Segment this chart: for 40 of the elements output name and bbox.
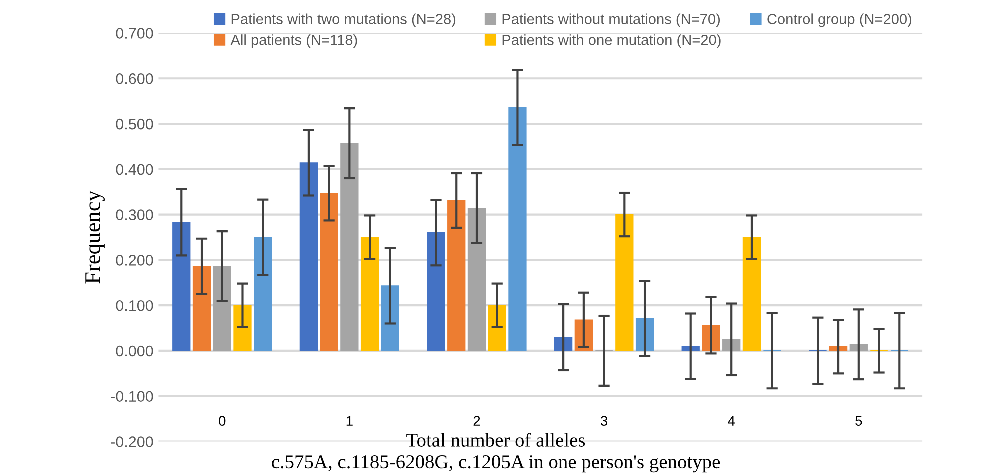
x-tick-label: 1 <box>346 416 353 426</box>
bar <box>172 222 191 352</box>
bar <box>234 305 252 352</box>
x-tick-label: 5 <box>856 416 862 426</box>
legend-label: Patients without mutations (N=70) <box>502 14 720 28</box>
bar <box>381 286 400 352</box>
legend-label: Control group (N=200) <box>768 14 912 28</box>
y-tick-label: 0.700 <box>116 28 154 39</box>
bar <box>742 237 762 352</box>
x-axis-title: Total number of alleles c.575A, c.1185-6208G, c.1205A in one person's genotype <box>272 433 720 473</box>
bar <box>360 237 380 352</box>
bar <box>320 193 338 352</box>
y-tick-label: 0.500 <box>116 118 154 130</box>
legend-label: Patients with one mutation (N=20) <box>502 34 721 48</box>
bar <box>508 107 527 352</box>
y-tick-label: 0.400 <box>116 164 154 176</box>
bar <box>488 305 506 352</box>
x-tick-label: 0 <box>219 416 226 426</box>
x-tick-label: 3 <box>600 416 608 426</box>
y-axis-title: Frequency <box>86 190 105 284</box>
y-tick-label: 0.300 <box>116 210 154 220</box>
bar <box>192 266 212 352</box>
bar <box>448 200 466 352</box>
bar <box>213 266 232 352</box>
y-tick-label: 0.100 <box>116 300 154 312</box>
y-tick-label: 0.600 <box>116 74 154 84</box>
bar <box>427 232 446 352</box>
bar <box>300 162 318 352</box>
x-tick-label: 4 <box>728 416 736 426</box>
bar <box>616 214 634 352</box>
legend-label: All patients (N=118) <box>230 34 358 48</box>
y-tick-label: 0.000 <box>116 346 154 357</box>
bar <box>254 237 272 352</box>
y-tick-label: -0.200 <box>111 436 154 448</box>
x-tick-label: 2 <box>474 416 480 426</box>
bar <box>468 208 486 352</box>
bar <box>340 143 359 352</box>
legend-label: Patients with two mutations (N=28) <box>232 14 456 28</box>
y-tick-label: -0.100 <box>111 391 154 402</box>
y-tick-label: 0.200 <box>116 255 154 266</box>
